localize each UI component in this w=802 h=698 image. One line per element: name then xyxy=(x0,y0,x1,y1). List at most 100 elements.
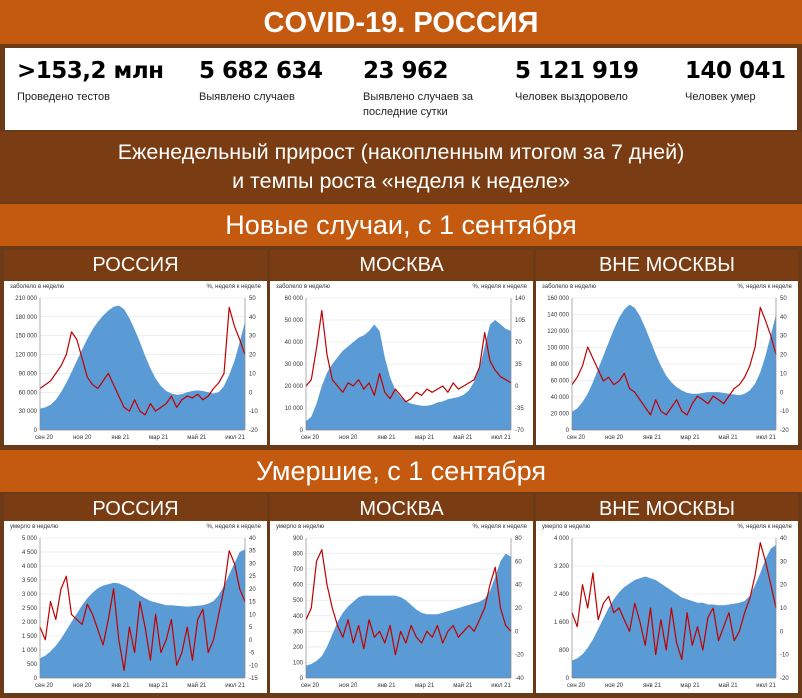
y2-tick-label: 60 xyxy=(515,559,522,565)
chart-title: ВНЕ МОСКВЫ xyxy=(536,494,798,524)
x-tick-label: янв 21 xyxy=(377,435,396,441)
y2-tick-label: 15 xyxy=(249,600,256,606)
y-tick-label: 160 000 xyxy=(547,296,569,302)
x-tick-label: май 21 xyxy=(187,434,207,441)
y2-tick-label: 10 xyxy=(780,371,787,377)
subtitle-line-1: Еженедельный прирост (накопленным итогом… xyxy=(117,140,685,164)
x-tick-label: ноя 20 xyxy=(73,683,92,689)
area-series xyxy=(306,320,511,430)
y-tick-label: 100 000 xyxy=(547,346,569,352)
y2-tick-label: -10 xyxy=(249,663,258,669)
y2-tick-label: 40 xyxy=(780,315,787,321)
line-series xyxy=(571,306,777,416)
y2-tick-label: 20 xyxy=(780,583,787,589)
y-tick-label: 700 xyxy=(293,567,304,573)
stat-value: 5 682 634 xyxy=(199,58,323,84)
line-series xyxy=(39,306,246,416)
area-series xyxy=(306,553,511,678)
y-tick-label: 4 500 xyxy=(22,550,38,556)
area-series xyxy=(572,545,776,678)
y2-tick-label: 30 xyxy=(249,334,256,340)
x-tick-label: сен 20 xyxy=(301,683,320,689)
y-tick-label: 20 000 xyxy=(551,412,570,418)
y2-tick-label: 5 xyxy=(249,625,253,631)
x-tick-label: сен 20 xyxy=(567,435,586,441)
y-tick-label: 10 000 xyxy=(285,406,304,412)
y2-tick-label: -40 xyxy=(515,676,524,682)
y2-tick-label: 0 xyxy=(515,629,519,635)
x-tick-label: мар 21 xyxy=(415,435,435,441)
y-tick-label: 2 000 xyxy=(22,620,38,626)
chart-svg: умерло в неделю%, неделя к неделе0100200… xyxy=(276,524,528,689)
line-series xyxy=(305,549,512,656)
y2-tick-label: 50 xyxy=(780,296,787,302)
x-tick-label: июл 21 xyxy=(225,683,245,689)
y2-tick-label: 40 xyxy=(515,583,522,589)
y-tick-label: 400 xyxy=(293,614,304,620)
stat-value: >153,2 млн xyxy=(17,58,164,84)
chart-title: МОСКВА xyxy=(270,494,533,524)
chart-panel: заболело в неделю %, неделя к неделе 0 20 0… xyxy=(536,281,798,445)
y-tick-label: 100 xyxy=(293,660,304,666)
y-tick-label: 40 000 xyxy=(551,395,570,401)
x-tick-label: ноя 20 xyxy=(605,435,624,441)
y2-tick-label: -20 xyxy=(249,428,258,434)
y-axis-label: заболело в неделю xyxy=(276,284,330,290)
y-tick-label: 1 000 xyxy=(22,648,38,654)
y-axis-label: заболело в неделю xyxy=(10,284,64,290)
y2-tick-label: 0 xyxy=(780,629,784,635)
x-tick-label: ноя 20 xyxy=(339,435,358,441)
stat-tests: >153,2 млн Проведено тестов xyxy=(17,58,164,105)
y2-axis-label: %, неделя к неделе xyxy=(206,284,261,290)
x-tick-label: ноя 20 xyxy=(339,683,358,689)
chart-svg: заболело в неделю %, неделя к неделе 0 10 0… xyxy=(276,284,528,441)
subtitle: Еженедельный прирост (накопленным итогом… xyxy=(0,132,802,202)
x-tick-label: сен 20 xyxy=(301,435,320,441)
y-tick-label: 3 200 xyxy=(554,564,570,570)
x-tick-label: ноя 20 xyxy=(73,435,92,441)
y2-tick-label: 0 xyxy=(780,390,784,396)
y-tick-label: 180 000 xyxy=(15,315,37,321)
chart-title: ВНЕ МОСКВЫ xyxy=(536,250,798,280)
x-tick-label: май 21 xyxy=(453,682,473,689)
x-tick-label: мар 21 xyxy=(680,683,700,689)
section-deaths-title: Умершие, с 1 сентября xyxy=(0,450,802,492)
x-tick-label: сен 20 xyxy=(35,683,54,689)
y-tick-label: 800 xyxy=(559,648,570,654)
y-tick-label: 900 xyxy=(293,536,304,542)
x-tick-label: июл 21 xyxy=(491,435,511,441)
y-tick-label: 50 000 xyxy=(285,318,304,324)
y2-tick-label: -70 xyxy=(515,428,524,434)
y-tick-label: 90 000 xyxy=(19,371,38,377)
x-tick-label: июл 21 xyxy=(491,683,511,689)
y-tick-label: 210 000 xyxy=(15,296,37,302)
chart-panel: заболело в неделю %, неделя к неделе 0 10 0… xyxy=(270,281,533,445)
y2-tick-label: 50 xyxy=(249,296,256,302)
y-tick-label: 60 000 xyxy=(551,379,570,385)
x-tick-label: июл 21 xyxy=(756,683,776,689)
y2-tick-label: 25 xyxy=(249,574,256,580)
y-tick-label: 140 000 xyxy=(547,313,569,319)
y2-tick-label: -35 xyxy=(515,406,524,412)
stat-cases: 5 682 634 Выявлено случаев xyxy=(199,58,323,105)
y2-tick-label: 20 xyxy=(515,606,522,612)
y2-tick-label: 30 xyxy=(780,334,787,340)
y2-tick-label: -10 xyxy=(249,409,258,415)
y-tick-label: 4 000 xyxy=(22,564,38,570)
x-tick-label: мар 21 xyxy=(680,435,700,441)
stat-label: Выявлено случаев xyxy=(199,91,295,103)
chart-svg: заболело в неделю %, неделя к неделе 0 30 0… xyxy=(10,284,262,441)
y-tick-label: 4 000 xyxy=(554,536,570,542)
x-tick-label: май 21 xyxy=(453,434,473,441)
y-tick-label: 40 000 xyxy=(285,340,304,346)
y-tick-label: 3 000 xyxy=(22,592,38,598)
chart-panel: заболело в неделю %, неделя к неделе 0 30 0… xyxy=(4,281,267,445)
stats-bar: >153,2 млн Проведено тестов 5 682 634 Вы… xyxy=(5,48,797,130)
x-tick-label: янв 21 xyxy=(377,683,396,689)
section-cases-title: Новые случаи, с 1 сентября xyxy=(0,204,802,246)
y-tick-label: 0 xyxy=(300,428,304,434)
y-tick-label: 1 600 xyxy=(554,620,570,626)
y-tick-label: 500 xyxy=(293,598,304,604)
y-tick-label: 60 000 xyxy=(19,390,38,396)
y-tick-label: 1 500 xyxy=(22,634,38,640)
